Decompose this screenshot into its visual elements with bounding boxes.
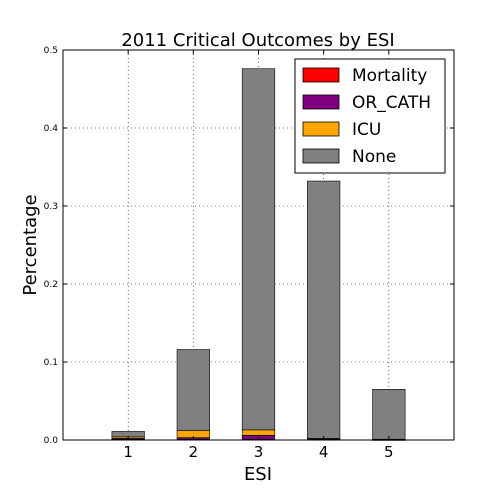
x-axis-ticks: 1 2 3 4 5	[123, 50, 394, 461]
bar-none	[307, 180, 341, 439]
y-tick-label: 0.5	[44, 46, 58, 56]
y-tick-label: 0.0	[44, 436, 59, 446]
chart-title: 2011 Critical Outcomes by ESI	[121, 30, 394, 51]
legend-label: ICU	[352, 120, 381, 140]
x-tick-label: 3	[254, 443, 264, 461]
legend-swatch	[302, 94, 340, 110]
y-axis-ticks: 0.0 0.1 0.2 0.3 0.4 0.5	[44, 46, 454, 446]
legend-swatch	[302, 121, 340, 137]
bar-icu	[241, 429, 276, 436]
y-tick-label: 0.3	[44, 202, 58, 212]
legend-swatch	[302, 67, 340, 83]
legend-label: Mortality	[352, 66, 427, 86]
bar-none	[176, 349, 210, 431]
y-tick-label: 0.2	[44, 280, 58, 290]
x-tick-label: 2	[189, 443, 199, 461]
bars	[111, 68, 406, 441]
legend-swatch	[302, 148, 340, 164]
bar-none	[372, 388, 406, 440]
bar-none	[241, 68, 276, 431]
legend-label: None	[352, 147, 396, 167]
legend: Mortality OR_CATH ICU None	[294, 58, 446, 174]
legend-label: OR_CATH	[352, 93, 431, 113]
x-tick-label: 1	[123, 443, 133, 461]
y-tick-label: 0.4	[44, 124, 59, 134]
x-tick-label: 4	[319, 443, 329, 461]
x-tick-label: 5	[384, 443, 394, 461]
y-axis-label: Percentage	[20, 194, 41, 295]
x-axis-label: ESI	[244, 464, 272, 485]
y-tick-label: 0.1	[44, 358, 58, 368]
